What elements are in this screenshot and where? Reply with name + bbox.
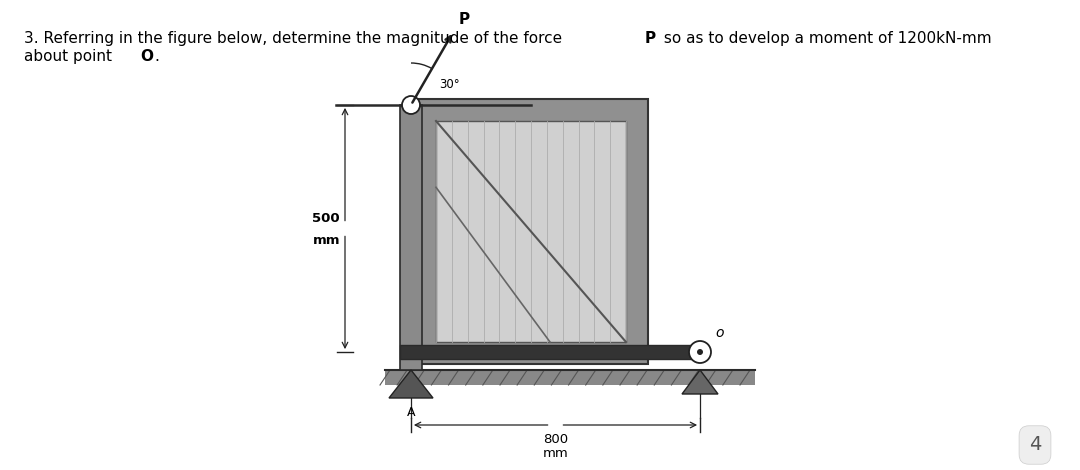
Text: 30°: 30° [438,78,460,91]
Text: O: O [140,49,153,64]
Circle shape [689,341,711,363]
Text: o: o [715,326,724,340]
Text: about point: about point [24,49,117,64]
Text: 4: 4 [1029,436,1041,454]
Text: P: P [645,31,656,46]
Bar [414,99,648,364]
Polygon shape [681,370,718,394]
Text: 500: 500 [312,212,340,225]
Text: 3. Referring in the figure below, determine the magnitude of the force: 3. Referring in the figure below, determ… [24,31,567,46]
Text: mm: mm [542,447,568,460]
Text: .: . [154,49,160,64]
Bar [400,345,700,359]
Bar [400,105,422,370]
Bar [436,121,626,342]
Text: so as to develop a moment of 1200kN-mm: so as to develop a moment of 1200kN-mm [659,31,991,46]
Text: mm: mm [312,234,340,247]
Circle shape [697,349,703,355]
Bar [384,370,755,385]
Text: A: A [407,406,415,419]
Text: 800: 800 [543,433,568,446]
Text: P: P [459,12,470,27]
Polygon shape [389,370,433,398]
Circle shape [402,96,420,114]
